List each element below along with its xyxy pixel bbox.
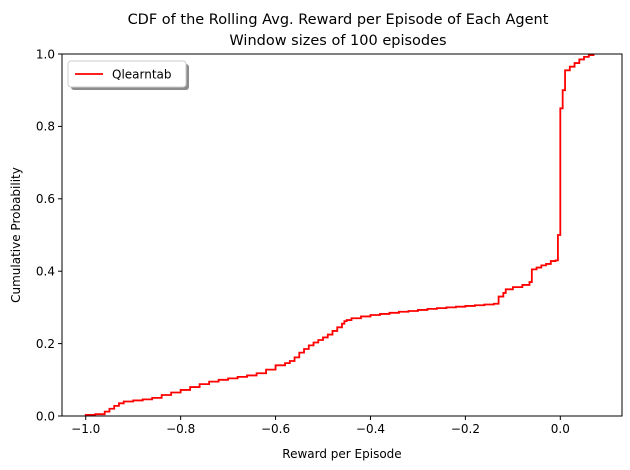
plot-frame	[61, 53, 623, 417]
legend-box	[67, 60, 187, 88]
legend: Qlearntab	[67, 60, 189, 90]
x-tick-label: −0.8	[166, 422, 195, 436]
y-tick-label: 0.8	[36, 120, 55, 134]
chart-title: CDF of the Rolling Avg. Reward per Episo…	[128, 12, 549, 28]
y-tick-label: 1.0	[36, 47, 55, 61]
series-line-qlearntab	[84, 54, 595, 416]
x-axis-label: Reward per Episode	[282, 447, 401, 461]
y-tick-label: 0.0	[36, 409, 55, 423]
legend-label-qlearntab: Qlearntab	[112, 68, 172, 82]
y-tick-label: 0.6	[36, 192, 55, 206]
x-tick-label: −0.6	[261, 422, 290, 436]
series-layer	[84, 54, 595, 416]
x-tick-label: −0.4	[356, 422, 385, 436]
y-tick-label: 0.4	[36, 265, 55, 279]
x-tick-label: −0.2	[451, 422, 480, 436]
x-tick-label: −1.0	[71, 422, 100, 436]
y-axis-ticks: 0.0 0.2 0.4 0.6 0.8 1.0	[36, 47, 62, 423]
x-tick-label: 0.0	[551, 422, 570, 436]
x-axis-ticks: −1.0 −0.8 −0.6 −0.4 −0.2 0.0	[71, 416, 570, 436]
y-tick-label: 0.2	[36, 337, 55, 351]
plot-area	[62, 54, 622, 416]
y-axis-label: Cumulative Probability	[9, 167, 23, 303]
chart-subtitle: Window sizes of 100 episodes	[229, 33, 446, 49]
